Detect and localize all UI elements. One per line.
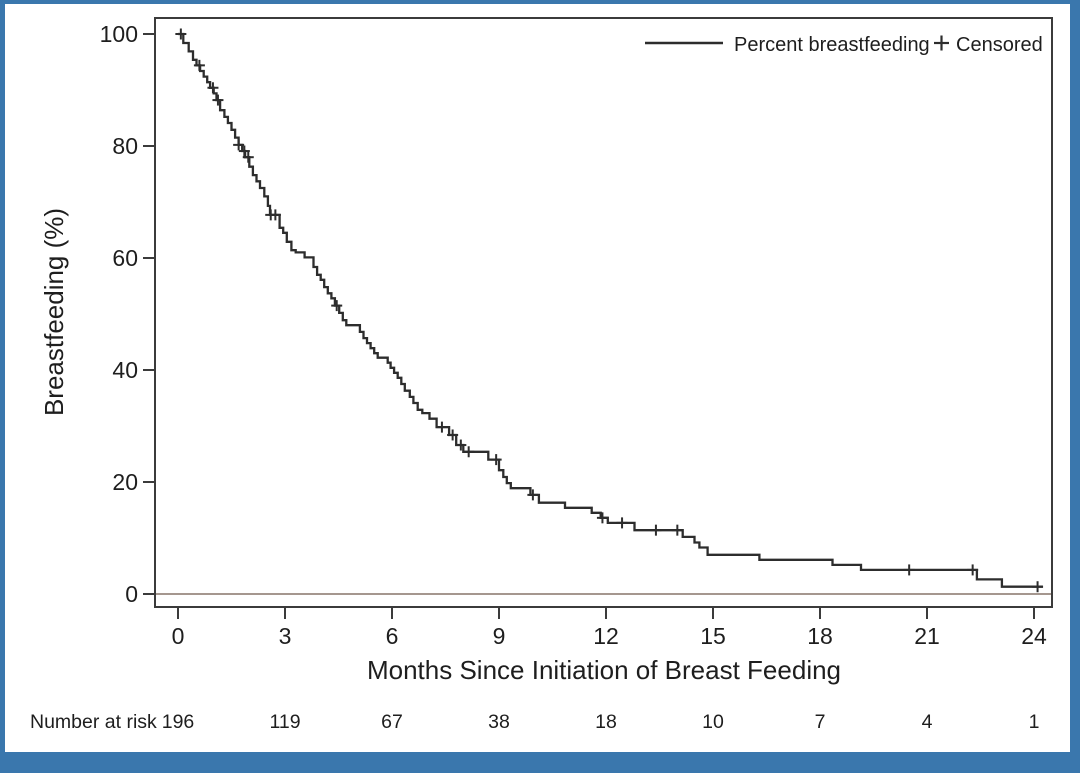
number-at-risk-row: 196 119 67 38 18 10 7 4 1 bbox=[162, 711, 1040, 733]
censor-mark bbox=[447, 429, 459, 441]
censor-mark bbox=[193, 59, 205, 71]
legend-censored-swatch-icon bbox=[934, 35, 949, 51]
x-tick-label: 6 bbox=[386, 623, 399, 649]
survival-curve bbox=[178, 32, 1043, 588]
censor-mark bbox=[1032, 581, 1044, 593]
at-risk-count: 7 bbox=[815, 711, 826, 733]
censor-mark bbox=[671, 524, 683, 536]
y-tick-label: 20 bbox=[112, 469, 138, 495]
censor-mark bbox=[175, 28, 187, 40]
censor-mark bbox=[527, 489, 539, 501]
at-risk-count: 1 bbox=[1029, 711, 1040, 733]
x-tick-label: 18 bbox=[807, 623, 833, 649]
y-tick-label: 40 bbox=[112, 357, 138, 383]
censor-marks-layer bbox=[175, 28, 1044, 593]
censor-mark bbox=[233, 139, 245, 151]
at-risk-count: 38 bbox=[488, 711, 510, 733]
y-axis-title: Breastfeeding (%) bbox=[39, 208, 69, 416]
censor-mark bbox=[463, 446, 475, 458]
at-risk-count: 10 bbox=[702, 711, 724, 733]
x-tick-label: 0 bbox=[172, 623, 185, 649]
km-survival-chart: 0 20 40 60 80 100 0 3 6 9 12 15 18 21 24 Percent breas… bbox=[30, 17, 1053, 733]
censor-mark bbox=[616, 517, 628, 529]
censor-mark bbox=[967, 564, 979, 576]
at-risk-count: 67 bbox=[381, 711, 403, 733]
censor-mark bbox=[331, 300, 343, 312]
plot-frame bbox=[154, 17, 1053, 608]
censor-mark bbox=[596, 512, 608, 524]
plot-border bbox=[154, 17, 1053, 608]
at-risk-count: 18 bbox=[595, 711, 617, 733]
x-tick-label: 12 bbox=[593, 623, 619, 649]
border-right bbox=[1070, 0, 1080, 773]
axis-ticks: 0 20 40 60 80 100 0 3 6 9 12 15 18 21 24 bbox=[100, 21, 1047, 649]
x-tick-label: 24 bbox=[1021, 623, 1047, 649]
y-tick-label: 60 bbox=[112, 245, 138, 271]
x-tick-label: 21 bbox=[914, 623, 940, 649]
x-axis-title: Months Since Initiation of Breast Feedin… bbox=[367, 655, 841, 685]
footer-bar bbox=[0, 752, 1080, 773]
censor-mark bbox=[207, 82, 219, 94]
censor-mark bbox=[650, 524, 662, 536]
border-left bbox=[0, 0, 5, 773]
censor-mark bbox=[212, 94, 224, 106]
x-tick-label: 15 bbox=[700, 623, 726, 649]
censor-mark bbox=[436, 421, 448, 433]
y-tick-label: 0 bbox=[125, 581, 138, 607]
censor-mark bbox=[903, 564, 915, 576]
x-tick-label: 9 bbox=[493, 623, 506, 649]
number-at-risk-label: Number at risk bbox=[30, 711, 157, 733]
at-risk-count: 4 bbox=[922, 711, 933, 733]
censor-mark bbox=[455, 439, 467, 451]
legend: Percent breastfeeding Censored bbox=[645, 34, 1043, 56]
censor-mark bbox=[238, 145, 250, 157]
y-tick-label: 100 bbox=[100, 21, 138, 47]
censor-mark bbox=[490, 454, 502, 466]
at-risk-count: 196 bbox=[162, 711, 195, 733]
legend-series-label: Percent breastfeeding bbox=[734, 34, 930, 56]
at-risk-count: 119 bbox=[269, 711, 300, 733]
y-tick-label: 80 bbox=[112, 133, 138, 159]
border-top bbox=[0, 0, 1080, 4]
legend-censored-label: Censored bbox=[956, 34, 1043, 56]
censor-mark bbox=[269, 209, 281, 221]
censor-mark bbox=[242, 151, 254, 163]
x-tick-label: 3 bbox=[279, 623, 292, 649]
survival-curve-layer bbox=[178, 32, 1043, 588]
